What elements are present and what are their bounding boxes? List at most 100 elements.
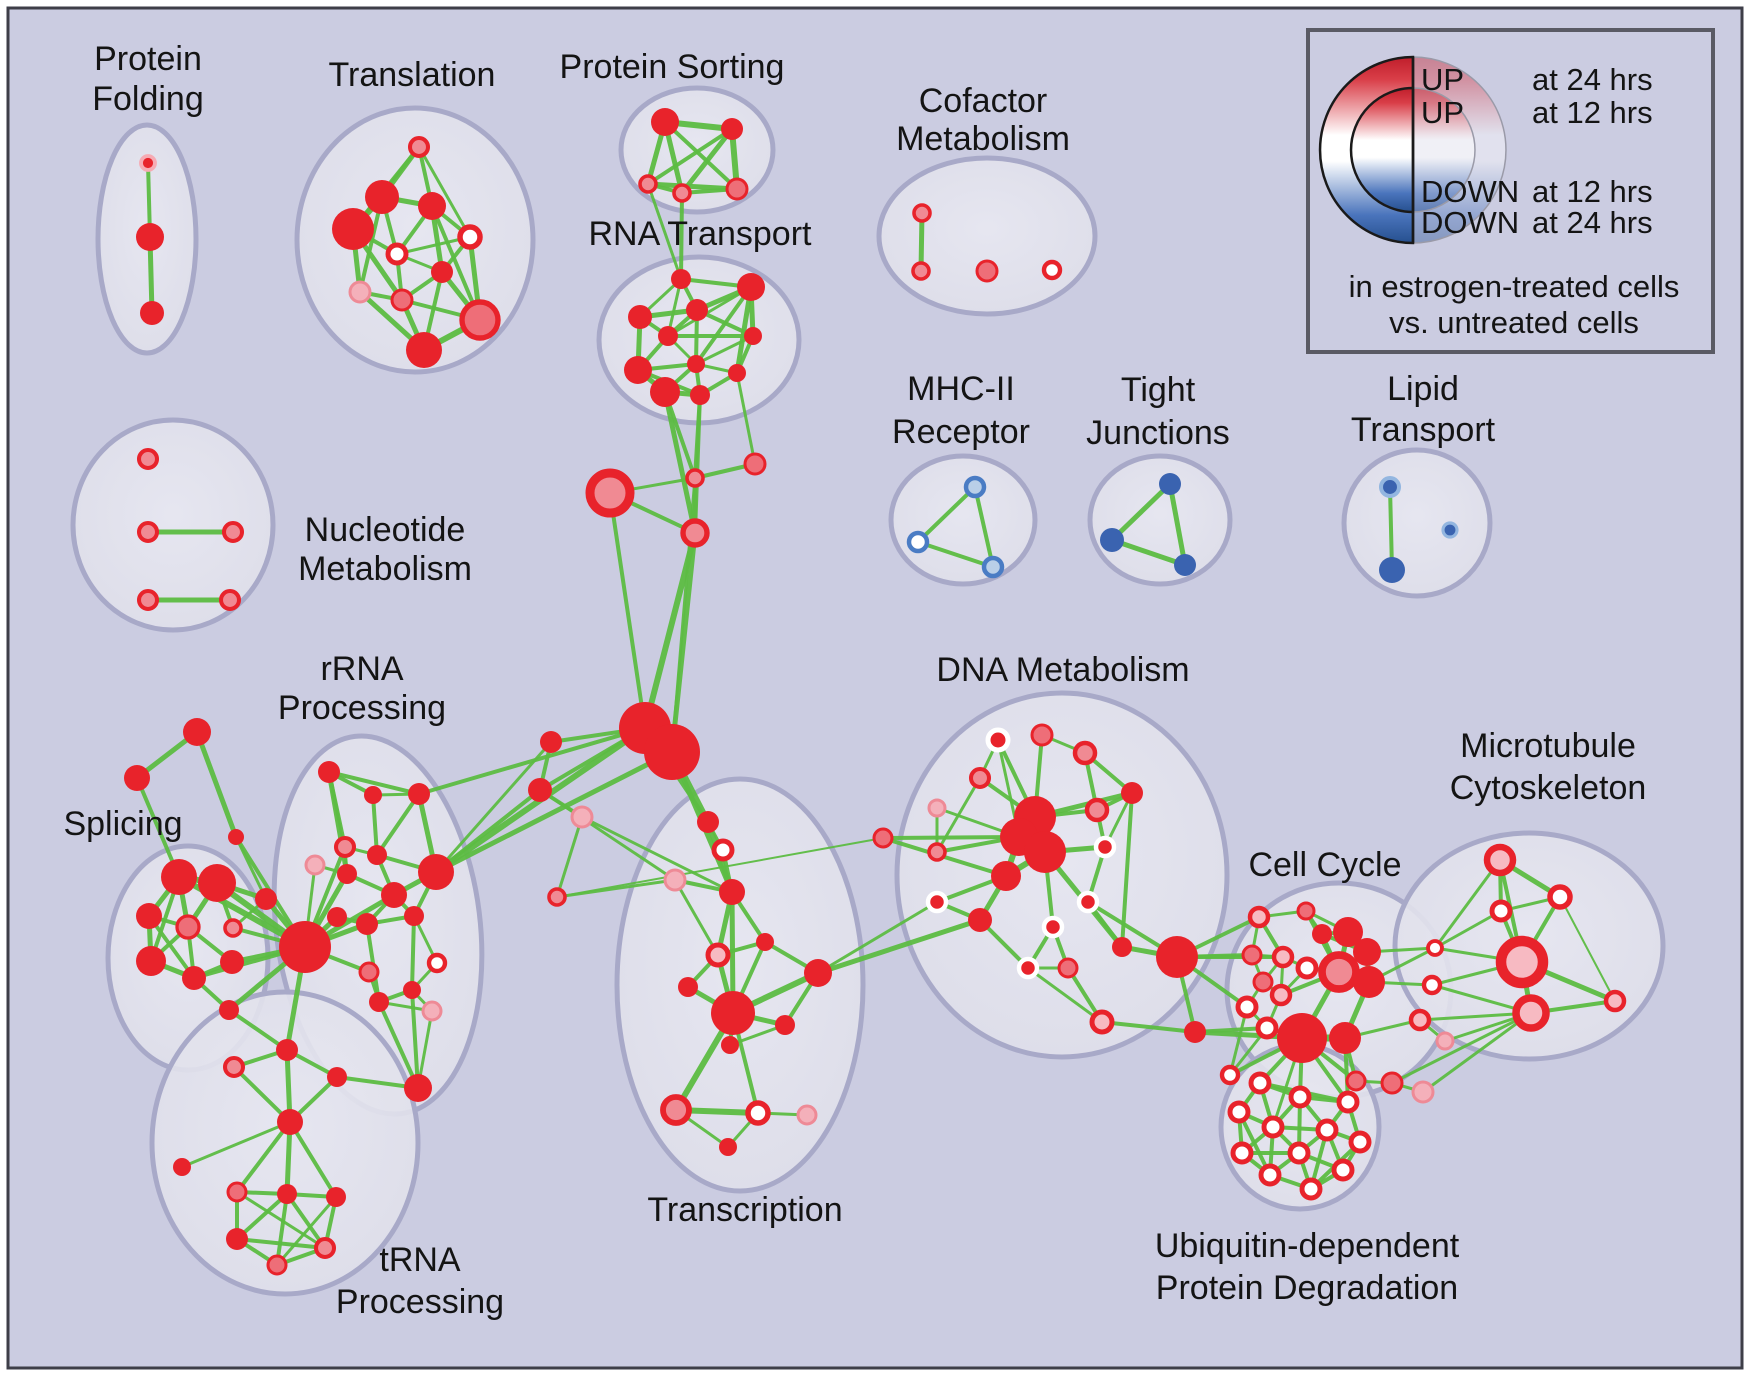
network-edge <box>235 1237 327 1250</box>
network-node-x11 <box>660 1094 692 1126</box>
network-edge <box>371 793 379 857</box>
network-node-t10 <box>313 1236 337 1260</box>
network-edge <box>194 729 239 840</box>
network-node-rt2 <box>628 305 652 329</box>
network-node-nm3 <box>136 588 160 612</box>
network-edge <box>1433 858 1502 950</box>
network-node-k9 <box>1353 966 1385 998</box>
network-node-t7 <box>277 1184 297 1204</box>
network-edge <box>673 878 720 957</box>
network-node-d17 <box>1076 890 1100 914</box>
network-edge <box>580 815 734 894</box>
legend-time-label-2: at 12 hrs <box>1532 174 1653 209</box>
network-node-k15 <box>1329 1022 1361 1054</box>
network-node-r6 <box>367 845 387 865</box>
network-node-cf0 <box>912 203 932 223</box>
network-node-m1 <box>1547 884 1573 910</box>
network-node-m8 <box>1408 1008 1432 1032</box>
network-node-r2 <box>408 783 430 805</box>
network-edge <box>555 815 584 899</box>
network-node-d18 <box>1057 957 1079 979</box>
network-node-rt4 <box>658 326 678 346</box>
network-node-r0 <box>318 761 340 783</box>
cluster-label-translation: Translation <box>329 56 496 94</box>
network-node-u4 <box>1261 1115 1285 1139</box>
cluster-label-protein-folding: Folding <box>92 80 204 118</box>
network-edge <box>694 285 753 366</box>
cluster-label-mhc-ii-receptor: Receptor <box>892 413 1030 451</box>
network-node-pf0 <box>139 154 157 172</box>
cluster-label-mhc-ii-receptor: MHC-II <box>907 370 1015 408</box>
network-node-cf2 <box>975 259 999 283</box>
network-edge <box>816 900 939 975</box>
cluster-ellipse-lipid-transport <box>1341 447 1493 599</box>
network-node-nm0 <box>136 447 160 471</box>
network-node-r3 <box>333 835 357 859</box>
cluster-label-rrna-processing: rRNA <box>320 650 403 688</box>
cluster-label-nucleotide-metabolism: Metabolism <box>298 550 472 588</box>
network-node-s4 <box>223 918 243 938</box>
network-node-m4 <box>1512 994 1550 1032</box>
network-node-tl0 <box>407 135 431 159</box>
network-node-r1 <box>364 786 382 804</box>
network-edge <box>679 191 684 281</box>
network-node-ch2 <box>585 468 635 518</box>
network-edge <box>666 285 753 338</box>
network-node-x8 <box>804 959 832 987</box>
cluster-label-lipid-transport: Lipid <box>1387 370 1459 408</box>
network-node-nm2 <box>221 520 245 544</box>
network-edge <box>232 1065 292 1124</box>
network-node-d12 <box>991 861 1021 891</box>
network-edge <box>694 334 755 366</box>
network-node-t1 <box>222 1055 246 1079</box>
cluster-label-cofactor-metabolism: Metabolism <box>896 120 1070 158</box>
network-node-nm4 <box>218 588 242 612</box>
network-node-u2 <box>1336 1090 1360 1114</box>
network-node-rt0 <box>671 269 691 289</box>
network-node-u11 <box>1299 1177 1323 1201</box>
network-node-st0 <box>183 718 211 746</box>
network-node-k4 <box>1353 938 1381 966</box>
network-node-st1 <box>124 765 150 791</box>
network-node-u6 <box>1348 1130 1372 1154</box>
network-edge <box>1390 1011 1533 1085</box>
network-edge <box>1388 485 1394 572</box>
network-node-m0 <box>1483 843 1517 877</box>
network-edge <box>235 1190 327 1250</box>
network-node-s8 <box>255 888 277 910</box>
network-node-tl1 <box>365 180 399 214</box>
cluster-label-transcription: Transcription <box>647 1191 842 1229</box>
network-node-x1 <box>711 838 735 862</box>
network-node-mh0 <box>963 475 987 499</box>
network-node-d6 <box>927 842 947 862</box>
network-node-r9 <box>327 907 347 927</box>
cluster-label-tight-junctions: Junctions <box>1086 414 1230 452</box>
network-node-k0 <box>1247 905 1271 929</box>
cluster-ellipse-mhc-ii-receptor <box>888 453 1038 587</box>
network-node-d19 <box>1016 956 1040 980</box>
network-edge <box>662 389 698 536</box>
network-node-cf3 <box>1041 259 1063 281</box>
network-node-k12 <box>1235 995 1259 1019</box>
network-edge <box>288 1120 338 1199</box>
network-node-tl10 <box>406 332 442 368</box>
network-edge <box>1109 537 1188 568</box>
network-node-tl4 <box>457 224 483 250</box>
network-node-u7 <box>1230 1141 1254 1165</box>
network-node-k10 <box>1252 971 1274 993</box>
network-node-x12 <box>745 1100 771 1126</box>
network-edge <box>881 835 1021 840</box>
cluster-label-tight-junctions: Tight <box>1121 371 1196 409</box>
cluster-label-ubiquitin-degradation: Ubiquitin-dependent <box>1155 1227 1460 1265</box>
network-node-ps2 <box>638 174 658 194</box>
network-node-x10 <box>721 1036 739 1054</box>
network-edge <box>916 540 995 569</box>
network-node-pf2 <box>140 301 164 325</box>
network-node-t9 <box>226 1228 248 1250</box>
network-node-x4 <box>705 942 731 968</box>
network-node-s6 <box>182 966 206 990</box>
network-edge <box>1559 896 1616 1002</box>
network-node-r10 <box>356 913 378 935</box>
cluster-label-protein-sorting: Protein Sorting <box>560 48 785 86</box>
